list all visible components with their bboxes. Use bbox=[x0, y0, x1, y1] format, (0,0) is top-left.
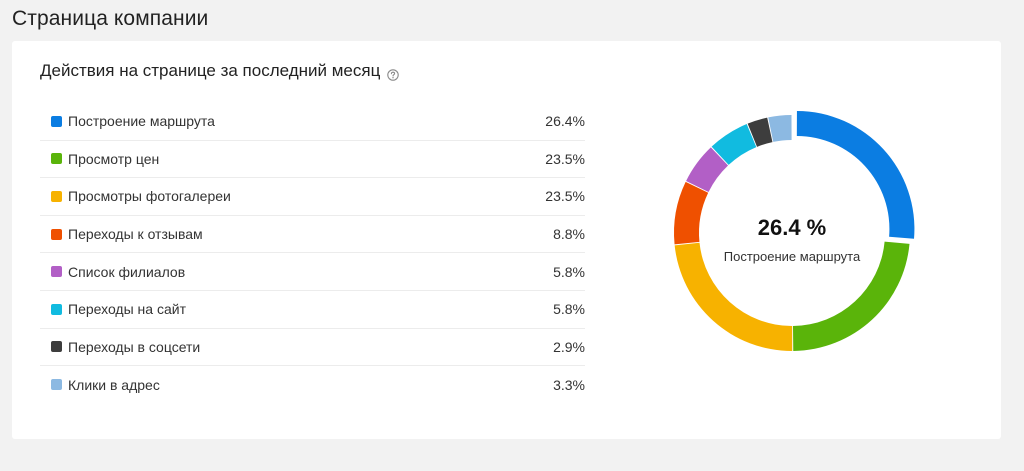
legend-value: 23.5% bbox=[545, 150, 585, 167]
legend-value: 23.5% bbox=[545, 188, 585, 205]
legend-swatch bbox=[51, 266, 62, 278]
donut-chart bbox=[674, 110, 915, 351]
center-value: 26.4 % bbox=[757, 215, 827, 240]
page-title: Страница компании bbox=[12, 7, 209, 30]
legend-label: Построение маршрута bbox=[68, 113, 215, 130]
legend-label: Просмотр цен bbox=[68, 150, 160, 167]
center-label: Построение маршрута bbox=[723, 249, 861, 264]
legend-swatch bbox=[51, 153, 62, 165]
legend-label: Переходы на сайт bbox=[68, 301, 186, 318]
legend-item[interactable]: Переходы в соцсети 2.9% bbox=[40, 329, 585, 367]
chart-legend: Построение маршрута 26.4% Просмотр цен 23.5… bbox=[40, 103, 585, 404]
legend-value: 8.8% bbox=[553, 226, 585, 243]
legend-label: Клики в адрес bbox=[68, 376, 160, 393]
legend-value: 5.8% bbox=[553, 263, 585, 280]
card-title-wrap: Действия на странице за последний месяц bbox=[40, 61, 400, 81]
donut-slice[interactable] bbox=[711, 124, 757, 165]
legend-label: Просмотры фотогалереи bbox=[68, 188, 231, 205]
legend-label: Список филиалов bbox=[68, 263, 186, 280]
card-title: Действия на странице за последний месяц bbox=[40, 61, 381, 80]
legend-item[interactable]: Клики в адрес 3.3% bbox=[40, 366, 585, 404]
legend-value: 5.8% bbox=[553, 301, 585, 318]
legend-item[interactable]: Просмотры фотогалереи 23.5% bbox=[40, 178, 585, 216]
donut-slice[interactable] bbox=[674, 242, 793, 351]
donut-slice[interactable] bbox=[792, 241, 910, 351]
donut-slice[interactable] bbox=[768, 115, 792, 142]
question-circle-icon[interactable] bbox=[387, 66, 400, 81]
legend-swatch bbox=[51, 341, 62, 353]
legend-value: 3.3% bbox=[553, 376, 585, 393]
donut-slice[interactable] bbox=[686, 147, 729, 192]
donut-slice[interactable] bbox=[674, 181, 709, 245]
legend-swatch bbox=[51, 228, 62, 240]
donut-slice[interactable] bbox=[796, 110, 915, 239]
legend-swatch bbox=[51, 379, 62, 391]
legend-value: 26.4% bbox=[545, 113, 585, 130]
legend-swatch bbox=[51, 115, 62, 127]
legend-value: 2.9% bbox=[553, 338, 585, 355]
legend-swatch bbox=[51, 303, 62, 315]
legend-label: Переходы к отзывам bbox=[68, 226, 203, 243]
legend-item[interactable]: Переходы на сайт 5.8% bbox=[40, 291, 585, 329]
donut-chart-area: 26.4 % Построение маршрута bbox=[662, 103, 942, 383]
legend-item[interactable]: Список филиалов 5.8% bbox=[40, 253, 585, 291]
actions-card: Действия на странице за последний месяц … bbox=[12, 41, 1001, 439]
legend-label: Переходы в соцсети bbox=[68, 338, 201, 355]
legend-item[interactable]: Просмотр цен 23.5% bbox=[40, 141, 585, 179]
legend-item[interactable]: Построение маршрута 26.4% bbox=[40, 103, 585, 141]
donut-slice[interactable] bbox=[747, 117, 773, 147]
legend-item[interactable]: Переходы к отзывам 8.8% bbox=[40, 216, 585, 254]
legend-swatch bbox=[51, 190, 62, 202]
